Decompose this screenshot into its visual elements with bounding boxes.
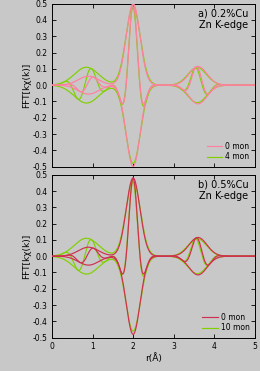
Legend: 0 mon, 4 mon: 0 mon, 4 mon — [205, 141, 251, 163]
Text: b) 0.5%Cu
Zn K-edge: b) 0.5%Cu Zn K-edge — [198, 180, 249, 201]
Legend: 0 mon, 10 mon: 0 mon, 10 mon — [201, 312, 251, 334]
Y-axis label: FFT[kχ(k)]: FFT[kχ(k)] — [22, 63, 31, 108]
X-axis label: r(Å): r(Å) — [145, 353, 162, 363]
Text: a) 0.2%Cu
Zn K-edge: a) 0.2%Cu Zn K-edge — [198, 9, 249, 30]
Y-axis label: FFT[kχ(k)]: FFT[kχ(k)] — [22, 234, 31, 279]
